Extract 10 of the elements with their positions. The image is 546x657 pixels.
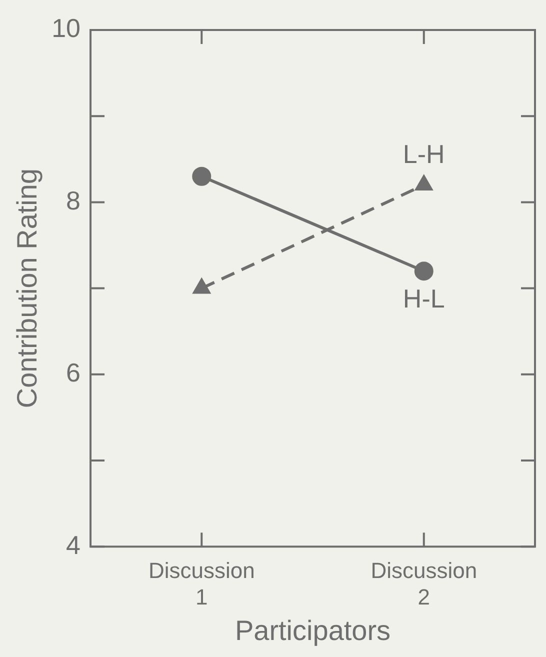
y-tick-label: 8 bbox=[66, 185, 81, 216]
y-tick-label: 6 bbox=[66, 358, 81, 388]
y-tick-label: 4 bbox=[66, 530, 81, 560]
y-tick-label: 10 bbox=[52, 13, 81, 44]
x-tick-label: Discussion 2 bbox=[370, 558, 478, 610]
x-tick-label: Discussion 1 bbox=[148, 558, 255, 610]
x-axis-title: Participators bbox=[234, 614, 391, 646]
series-label: L-H bbox=[402, 139, 445, 170]
y-axis-title: Contribution Rating bbox=[12, 168, 43, 408]
series-label: H-L bbox=[402, 283, 445, 314]
